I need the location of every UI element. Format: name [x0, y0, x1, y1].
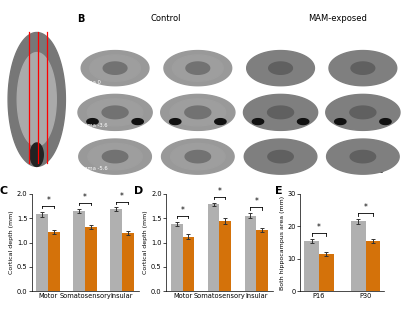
Text: Bregma 0: Bregma 0	[75, 80, 101, 85]
Polygon shape	[88, 144, 142, 170]
Polygon shape	[335, 119, 346, 125]
Polygon shape	[253, 144, 308, 170]
Text: *: *	[218, 187, 221, 196]
Polygon shape	[185, 106, 211, 119]
Polygon shape	[162, 139, 234, 174]
Bar	[365, 241, 381, 291]
Text: -3.6: -3.6	[34, 24, 42, 28]
Text: *: *	[83, 193, 87, 202]
Polygon shape	[350, 106, 376, 119]
Bar	[256, 230, 268, 291]
Y-axis label: Cortical depth (mm): Cortical depth (mm)	[9, 211, 14, 274]
Polygon shape	[269, 62, 292, 74]
Polygon shape	[171, 144, 225, 170]
Text: *: *	[317, 223, 321, 232]
Text: P16: P16	[108, 166, 122, 175]
Polygon shape	[78, 94, 152, 131]
Y-axis label: Cortical depth (mm): Cortical depth (mm)	[143, 211, 148, 274]
Bar	[37, 214, 48, 291]
Bar	[304, 241, 319, 291]
Polygon shape	[8, 33, 66, 166]
Polygon shape	[350, 150, 375, 163]
Polygon shape	[351, 62, 375, 74]
Polygon shape	[268, 106, 294, 119]
Text: *: *	[364, 203, 368, 212]
Polygon shape	[253, 99, 308, 126]
Polygon shape	[161, 94, 235, 131]
Text: P16: P16	[282, 166, 297, 175]
Polygon shape	[132, 119, 143, 125]
Polygon shape	[164, 51, 232, 86]
Bar	[73, 211, 85, 291]
Bar	[207, 205, 220, 291]
Bar	[48, 232, 60, 291]
Bar	[183, 237, 194, 291]
Polygon shape	[185, 150, 210, 163]
Polygon shape	[244, 94, 318, 131]
Text: -5.6: -5.6	[43, 24, 52, 28]
Polygon shape	[17, 53, 56, 146]
Text: Control: Control	[151, 14, 181, 23]
Polygon shape	[102, 106, 128, 119]
Text: *: *	[181, 206, 184, 215]
Bar	[85, 227, 97, 291]
Polygon shape	[102, 150, 128, 163]
Polygon shape	[81, 51, 149, 86]
Polygon shape	[215, 119, 226, 125]
Polygon shape	[186, 62, 210, 74]
Polygon shape	[87, 99, 143, 126]
Bar	[351, 221, 365, 291]
Polygon shape	[87, 119, 98, 125]
Text: 0: 0	[28, 24, 30, 28]
Polygon shape	[247, 51, 315, 86]
Text: D: D	[134, 186, 143, 196]
Polygon shape	[338, 55, 388, 81]
Bar	[220, 221, 231, 291]
Polygon shape	[252, 119, 264, 125]
Text: C: C	[0, 186, 8, 196]
Bar	[122, 233, 134, 291]
Polygon shape	[79, 139, 151, 174]
Text: P30: P30	[197, 166, 211, 175]
Text: P30: P30	[371, 166, 385, 175]
Text: MAM-exposed: MAM-exposed	[307, 14, 367, 23]
Text: E: E	[275, 186, 283, 196]
Polygon shape	[335, 99, 391, 126]
Text: Bregma -3.6: Bregma -3.6	[75, 123, 108, 128]
Polygon shape	[170, 99, 226, 126]
Text: *: *	[46, 196, 50, 205]
Text: Bregma -5.6: Bregma -5.6	[75, 166, 108, 171]
Bar	[110, 209, 122, 291]
Polygon shape	[297, 119, 309, 125]
Polygon shape	[329, 51, 397, 86]
Polygon shape	[336, 144, 390, 170]
Polygon shape	[380, 119, 391, 125]
Bar	[319, 254, 334, 291]
Bar	[244, 216, 256, 291]
Polygon shape	[170, 119, 181, 125]
Text: B: B	[77, 14, 84, 24]
Polygon shape	[173, 55, 223, 81]
Polygon shape	[90, 55, 140, 81]
Text: *: *	[255, 197, 258, 206]
Text: *: *	[120, 192, 124, 201]
Polygon shape	[244, 139, 317, 174]
Polygon shape	[255, 55, 306, 81]
Polygon shape	[326, 94, 400, 131]
Polygon shape	[327, 139, 399, 174]
Polygon shape	[30, 143, 43, 166]
Bar	[171, 224, 183, 291]
Polygon shape	[103, 62, 127, 74]
Polygon shape	[268, 150, 293, 163]
Y-axis label: Both hippocampus area (mm): Both hippocampus area (mm)	[280, 196, 285, 290]
Text: A: A	[5, 16, 13, 26]
